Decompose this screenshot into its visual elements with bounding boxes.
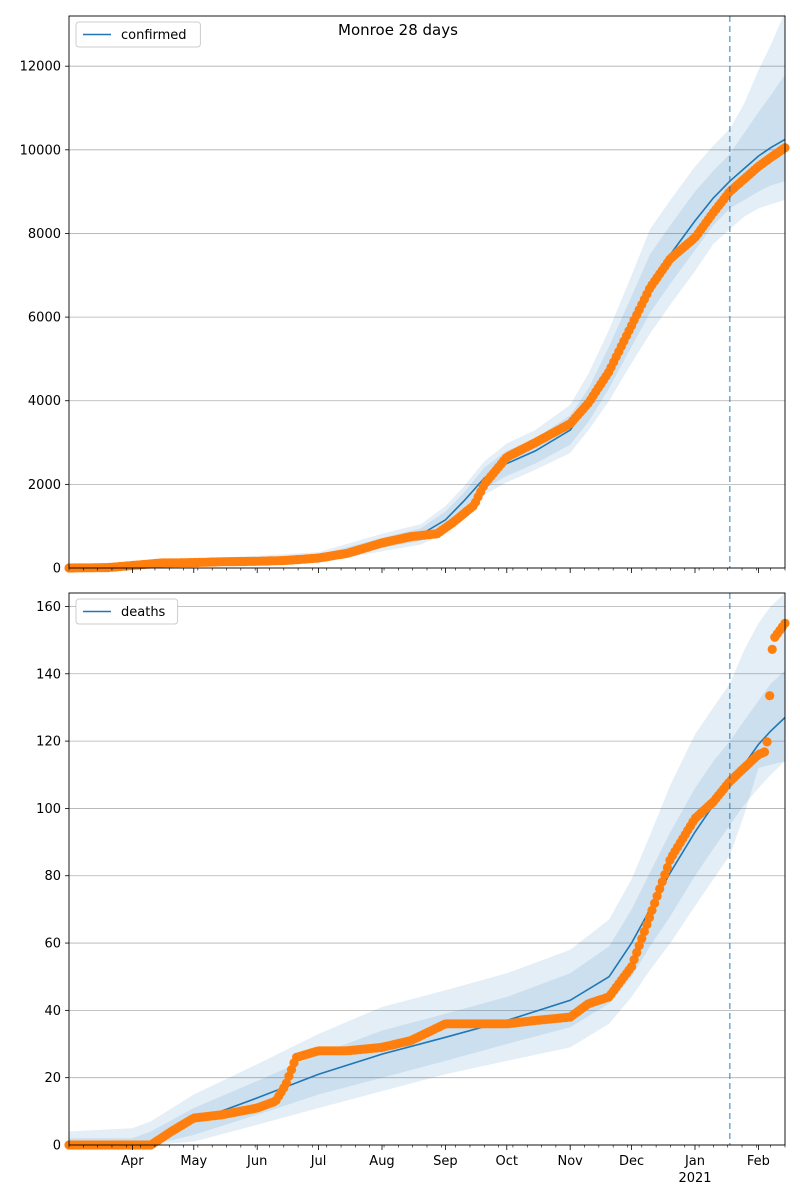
x-tick-label: Nov — [558, 1154, 584, 1169]
observed-point — [639, 926, 650, 937]
y-tick-label: 60 — [44, 937, 61, 952]
observed-point — [655, 884, 665, 894]
chart-title: Monroe 28 days — [338, 21, 458, 39]
legend-label: deaths — [121, 605, 166, 620]
observed-point — [662, 862, 673, 873]
observed-point — [637, 934, 647, 944]
legend: deaths — [75, 598, 179, 625]
y-tick-label: 6000 — [28, 311, 61, 326]
legend-label: confirmed — [121, 28, 187, 43]
observed-point — [660, 870, 670, 880]
y-tick-label: 100 — [36, 802, 61, 817]
confirmed-panel: 0 2000 4000 6000 8000 10000 12000 confirmed — [20, 11, 790, 577]
legend-box — [75, 598, 179, 625]
y-tick-label: 0 — [53, 562, 61, 577]
observed-point — [627, 962, 637, 972]
y-tick-label: 160 — [36, 600, 61, 615]
observed-point — [762, 737, 772, 747]
x-tick-label: Sep — [433, 1154, 458, 1169]
observed-point — [629, 955, 639, 965]
x-tick-label: Jun — [246, 1154, 267, 1169]
y-tick-label: 2000 — [28, 478, 61, 493]
x-tick-label: Jul — [310, 1154, 327, 1169]
observed-point — [767, 644, 777, 655]
y-tick-label: 12000 — [20, 60, 61, 75]
x-tick-label: Dec — [619, 1154, 644, 1169]
observed-point — [759, 747, 770, 757]
x-tick-label: Jan — [684, 1154, 705, 1169]
observed-point — [647, 905, 657, 916]
legend-box — [75, 21, 201, 48]
uncertainty-band-2 — [69, 11, 785, 569]
observed-point — [644, 912, 655, 923]
uncertainty-band-2 — [69, 593, 785, 1145]
y-tick-label: 140 — [36, 667, 61, 682]
y-tick-label: 4000 — [28, 394, 61, 409]
observed-point — [657, 877, 667, 887]
observed-point — [650, 898, 660, 908]
y-tick-label: 10000 — [20, 143, 61, 158]
x-tick-label: Feb — [747, 1154, 770, 1169]
y-tick-label: 8000 — [28, 227, 61, 242]
y-tick-label: 20 — [44, 1071, 61, 1086]
observed-point — [632, 948, 642, 958]
x-tick-label: Oct — [496, 1154, 518, 1169]
deaths-panel: 0 20 40 60 80 100 120 140 160 deaths — [36, 592, 790, 1154]
observed-point — [634, 941, 644, 951]
legend: confirmed — [75, 21, 201, 48]
y-tick-label: 80 — [44, 869, 61, 884]
x-tick-label: May — [180, 1154, 207, 1169]
y-tick-label: 120 — [36, 735, 61, 750]
x-tick-label: Apr — [121, 1154, 144, 1169]
x-tick-label: Aug — [369, 1154, 394, 1169]
y-tick-label: 40 — [44, 1004, 61, 1019]
observed-point — [642, 919, 652, 930]
uncertainty-band-1 — [69, 74, 785, 568]
observed-point — [765, 691, 775, 701]
uncertainty-band-1 — [69, 670, 785, 1145]
y-tick-label: 0 — [53, 1139, 61, 1154]
x-axis: Apr May Jun Jul Aug Sep Oct Nov Dec Jan Feb 2021 — [121, 1154, 770, 1186]
observed-point — [652, 891, 662, 901]
x-year-label: 2021 — [678, 1171, 711, 1186]
